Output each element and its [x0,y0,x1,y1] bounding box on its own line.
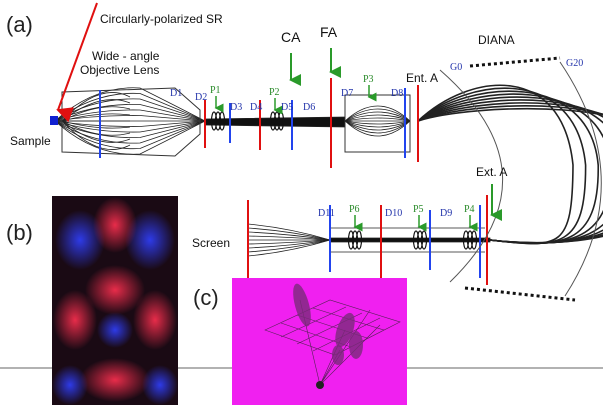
screen-label: Screen [192,236,230,250]
element-label: P3 [363,74,374,85]
ray [345,118,410,121]
ray [418,103,603,243]
ray [345,121,410,124]
lens-label: Wide - angle [92,49,160,63]
aperture-label: Ent. A [406,71,438,85]
element-label: P4 [464,204,475,215]
figure: (a) Circularly-polarized SR Wide - angle… [0,0,603,405]
ray [62,114,130,121]
element-label: P6 [349,204,360,215]
analyzer-label: DIANA [478,33,515,47]
lens-label: Objective Lens [80,63,159,77]
element-label: P2 [269,87,280,98]
element-label: D1 [170,88,182,99]
angular-map [232,278,407,405]
element-label: D5 [281,102,293,113]
grid-label: G20 [566,58,583,69]
ray [418,100,603,243]
grid-label: G0 [450,62,462,73]
lens-box [345,95,410,152]
element-label: D4 [250,102,262,113]
element-label: P1 [210,85,221,96]
ray [418,94,603,243]
ray [62,121,130,128]
aperture-label: Ext. A [476,165,507,179]
panel-label: (a) [6,12,33,37]
element-label: D10 [385,208,402,219]
element-label: D7 [341,88,353,99]
sample-label: Sample [10,134,51,148]
element-label: D9 [440,208,452,219]
element-label: D3 [230,102,242,113]
ray [55,115,205,121]
ray [418,97,603,243]
ray [345,106,410,121]
element-label: D8 [391,88,403,99]
pattern-image [52,196,178,405]
element-label: D2 [195,92,207,103]
grid-line-bottom [465,288,575,300]
ray [55,121,205,127]
element-label: P5 [413,204,424,215]
panel-label: (b) [6,220,33,245]
sample-marker [50,116,58,125]
aperture-label: CA [281,29,301,45]
analyzer-arc [560,62,601,296]
panel-label: (c) [193,285,219,310]
ray [345,121,410,136]
grid-line-top [470,58,560,66]
source-label: Circularly-polarized SR [100,12,223,26]
element-label: D11 [318,208,335,219]
aperture-label: FA [320,24,338,40]
element-label: D6 [303,102,315,113]
